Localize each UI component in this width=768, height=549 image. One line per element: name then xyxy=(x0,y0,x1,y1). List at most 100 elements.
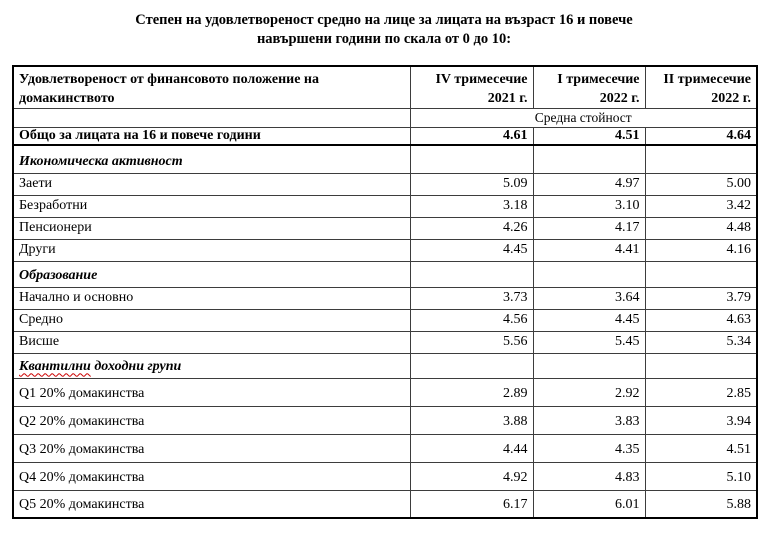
section-header: Икономическа активност xyxy=(12,144,411,174)
header-indicator-cell: Удовлетвореност от финансовото положение… xyxy=(12,65,411,109)
document-title: Степен на удовлетвореност средно на лице… xyxy=(0,11,768,49)
row-q2: Q2 20% домакинства 3.88 3.83 3.94 xyxy=(12,405,758,435)
header-q4-2021-cell: IV тримесечие 2021 г. xyxy=(409,65,534,109)
header-year-label: 2022 г. xyxy=(711,91,751,106)
value-cell: 4.35 xyxy=(532,433,646,463)
value-cell: 4.17 xyxy=(532,216,646,240)
value-cell: 5.00 xyxy=(644,172,758,196)
value-cell: 4.45 xyxy=(409,238,534,262)
value-cell: 2.85 xyxy=(644,377,758,407)
value-cell: 6.17 xyxy=(409,489,534,519)
value-cell: 5.09 xyxy=(409,172,534,196)
value-cell: 5.10 xyxy=(644,461,758,491)
value-cell: 4.92 xyxy=(409,461,534,491)
empty-cell xyxy=(644,144,758,174)
empty-cell xyxy=(409,352,534,379)
row-label: Средно xyxy=(12,308,411,332)
header-q2-2022-cell: II тримесечие 2022 г. xyxy=(644,65,758,109)
title-line-2: навършени години по скала от 0 до 10: xyxy=(256,31,512,47)
row-label: Q2 20% домакинства xyxy=(12,405,411,435)
row-pensioners: Пенсионери 4.26 4.17 4.48 xyxy=(12,216,758,240)
value-cell: 3.94 xyxy=(644,405,758,435)
value-cell: 4.41 xyxy=(532,238,646,262)
value-cell: 4.51 xyxy=(532,127,646,146)
value-cell: 3.10 xyxy=(532,194,646,218)
misspelled-word: Квантилни xyxy=(19,358,91,374)
value-cell: 4.48 xyxy=(644,216,758,240)
row-label: Други xyxy=(12,238,411,262)
row-label: Заети xyxy=(12,172,411,196)
value-cell: 4.45 xyxy=(532,308,646,332)
row-section-quantile-income-groups: Квантилни доходни групи xyxy=(12,352,758,379)
empty-cell xyxy=(409,144,534,174)
subheader-row: Средна стойност xyxy=(12,108,758,128)
row-section-education: Образование xyxy=(12,260,758,288)
value-cell: 5.34 xyxy=(644,330,758,354)
value-cell: 4.44 xyxy=(409,433,534,463)
row-label: Пенсионери xyxy=(12,216,411,240)
row-label: Висше xyxy=(12,330,411,354)
row-employed: Заети 5.09 4.97 5.00 xyxy=(12,172,758,196)
mean-value-label: Средна стойност xyxy=(409,108,758,128)
row-section-economic-activity: Икономическа активност xyxy=(12,144,758,174)
row-higher-education: Висше 5.56 5.45 5.34 xyxy=(12,330,758,354)
empty-cell xyxy=(12,108,411,128)
value-cell: 4.83 xyxy=(532,461,646,491)
row-q5: Q5 20% домакинства 6.17 6.01 5.88 xyxy=(12,489,758,519)
row-label: Начално и основно xyxy=(12,286,411,310)
row-label: Q1 20% домакинства xyxy=(12,377,411,407)
value-cell: 4.63 xyxy=(644,308,758,332)
value-cell: 4.16 xyxy=(644,238,758,262)
row-total: Общо за лицата на 16 и повече години 4.6… xyxy=(12,127,758,146)
header-period-label: II тримесечие xyxy=(663,72,751,87)
empty-cell xyxy=(644,260,758,288)
header-period-label: I тримесечие xyxy=(557,72,640,87)
value-cell: 2.92 xyxy=(532,377,646,407)
row-q4: Q4 20% домакинства 4.92 4.83 5.10 xyxy=(12,461,758,491)
value-cell: 4.64 xyxy=(644,127,758,146)
satisfaction-table: Удовлетвореност от финансовото положение… xyxy=(12,65,758,519)
section-header-rest: доходни групи xyxy=(90,358,182,374)
value-cell: 2.89 xyxy=(409,377,534,407)
empty-cell xyxy=(532,144,646,174)
value-cell: 3.18 xyxy=(409,194,534,218)
value-cell: 4.26 xyxy=(409,216,534,240)
section-header: Квантилни доходни групи xyxy=(12,352,411,379)
value-cell: 4.56 xyxy=(409,308,534,332)
value-cell: 3.64 xyxy=(532,286,646,310)
title-line-1: Степен на удовлетвореност средно на лице… xyxy=(135,12,633,28)
row-label: Q4 20% домакинства xyxy=(12,461,411,491)
empty-cell xyxy=(644,352,758,379)
row-label: Общо за лицата на 16 и повече години xyxy=(12,127,411,146)
value-cell: 5.45 xyxy=(532,330,646,354)
value-cell: 4.61 xyxy=(409,127,534,146)
header-q1-2022-cell: I тримесечие 2022 г. xyxy=(532,65,646,109)
row-label: Q3 20% домакинства xyxy=(12,433,411,463)
row-others: Други 4.45 4.41 4.16 xyxy=(12,238,758,262)
row-secondary-education: Средно 4.56 4.45 4.63 xyxy=(12,308,758,332)
value-cell: 3.42 xyxy=(644,194,758,218)
value-cell: 4.51 xyxy=(644,433,758,463)
value-cell: 3.88 xyxy=(409,405,534,435)
empty-cell xyxy=(532,352,646,379)
row-q3: Q3 20% домакинства 4.44 4.35 4.51 xyxy=(12,433,758,463)
empty-cell xyxy=(532,260,646,288)
header-period-label: IV тримесечие xyxy=(435,72,528,87)
row-label: Q5 20% домакинства xyxy=(12,489,411,519)
value-cell: 3.83 xyxy=(532,405,646,435)
row-label: Безработни xyxy=(12,194,411,218)
value-cell: 3.73 xyxy=(409,286,534,310)
table-header-row: Удовлетвореност от финансовото положение… xyxy=(12,65,758,109)
header-year-label: 2022 г. xyxy=(599,91,640,106)
row-q1: Q1 20% домакинства 2.89 2.92 2.85 xyxy=(12,377,758,407)
section-header: Образование xyxy=(12,260,411,288)
empty-cell xyxy=(409,260,534,288)
value-cell: 6.01 xyxy=(532,489,646,519)
row-unemployed: Безработни 3.18 3.10 3.42 xyxy=(12,194,758,218)
row-primary-education: Начално и основно 3.73 3.64 3.79 xyxy=(12,286,758,310)
header-year-label: 2021 г. xyxy=(487,91,528,106)
value-cell: 5.88 xyxy=(644,489,758,519)
value-cell: 3.79 xyxy=(644,286,758,310)
value-cell: 5.56 xyxy=(409,330,534,354)
